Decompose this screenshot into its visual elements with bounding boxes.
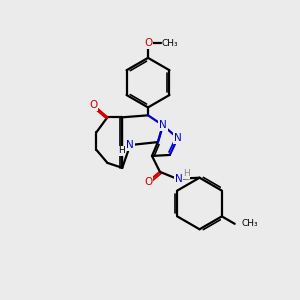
Text: CH₃: CH₃	[161, 38, 178, 47]
Text: O: O	[144, 177, 152, 187]
Text: O: O	[89, 100, 98, 110]
Text: N: N	[175, 174, 183, 184]
Text: O: O	[144, 38, 152, 48]
Text: CH₃: CH₃	[242, 219, 258, 228]
Text: N: N	[174, 133, 182, 143]
Text: N: N	[159, 120, 167, 130]
Text: H: H	[118, 146, 124, 155]
Text: N: N	[126, 140, 134, 150]
Text: H: H	[183, 169, 190, 178]
